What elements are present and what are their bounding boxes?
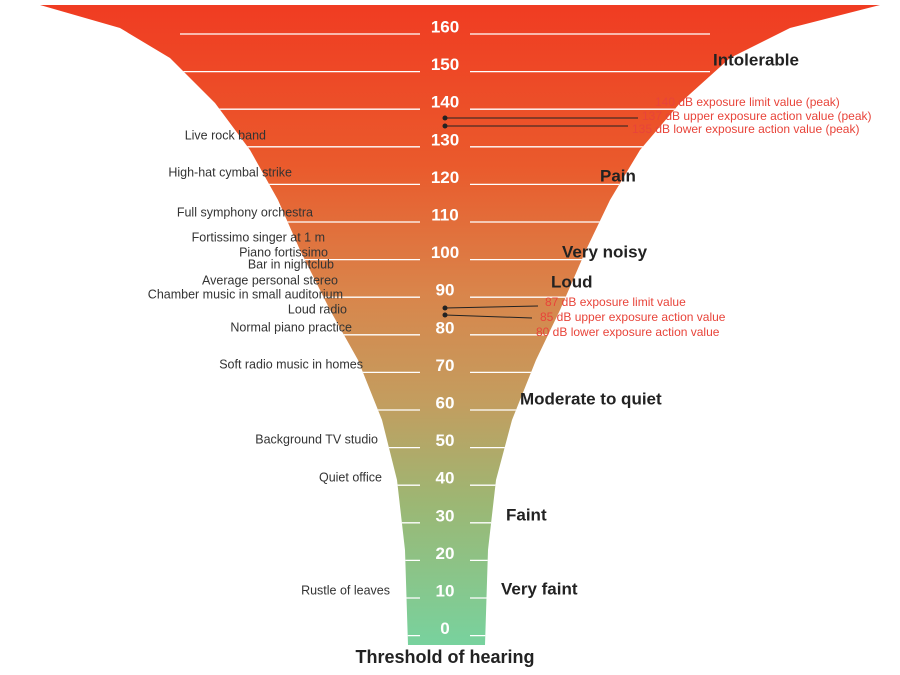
level-label: 80 bbox=[436, 318, 455, 337]
exposure-note: 140 dB exposure limit value (peak) bbox=[655, 95, 840, 109]
threshold-label: Threshold of hearing bbox=[355, 647, 534, 667]
source-label: Average personal stereo bbox=[202, 273, 338, 287]
level-label: 130 bbox=[431, 130, 459, 149]
source-label: Live rock band bbox=[185, 128, 266, 142]
level-label: 100 bbox=[431, 243, 459, 262]
source-label: Bar in nightclub bbox=[248, 257, 334, 271]
zone-label: Pain bbox=[600, 166, 636, 185]
source-label: Fortissimo singer at 1 m bbox=[192, 230, 325, 244]
level-label: 70 bbox=[436, 356, 455, 375]
level-label: 30 bbox=[436, 506, 455, 525]
leader-dot bbox=[442, 312, 448, 318]
exposure-note: 137 dB upper exposure action value (peak… bbox=[642, 109, 871, 123]
source-label: High-hat cymbal strike bbox=[168, 165, 292, 179]
zone-label: Faint bbox=[506, 505, 547, 524]
source-label: Normal piano practice bbox=[230, 320, 352, 334]
level-label: 50 bbox=[436, 431, 455, 450]
level-label: 120 bbox=[431, 168, 459, 187]
exposure-note: 87 dB exposure limit value bbox=[545, 295, 686, 309]
level-label: 150 bbox=[431, 55, 459, 74]
leader-dot bbox=[442, 123, 448, 129]
level-label: 0 bbox=[440, 619, 449, 638]
source-label: Soft radio music in homes bbox=[219, 357, 363, 371]
leader-line bbox=[444, 314, 533, 319]
zone-label: Loud bbox=[551, 272, 593, 291]
level-label: 40 bbox=[436, 469, 455, 488]
level-label: 160 bbox=[431, 17, 459, 36]
leader-dot bbox=[442, 115, 448, 121]
level-label: 90 bbox=[436, 281, 455, 300]
zone-label: Intolerable bbox=[713, 50, 799, 69]
exposure-note: 80 dB lower exposure action value bbox=[536, 325, 720, 339]
source-label: Quiet office bbox=[319, 470, 382, 484]
source-label: Loud radio bbox=[288, 302, 347, 316]
source-label: Background TV studio bbox=[255, 432, 378, 446]
exposure-note: 135 dB lower exposure action value (peak… bbox=[632, 122, 859, 136]
exposure-note: 85 dB upper exposure action value bbox=[540, 310, 726, 324]
level-label: 110 bbox=[431, 205, 458, 224]
zone-label: Very noisy bbox=[562, 242, 648, 261]
level-label: 10 bbox=[436, 581, 455, 600]
source-label: Full symphony orchestra bbox=[177, 205, 313, 219]
source-label: Rustle of leaves bbox=[301, 583, 390, 597]
source-label: Piano fortissimo bbox=[239, 245, 328, 259]
leader-dot bbox=[442, 305, 448, 311]
funnel bbox=[40, 5, 880, 645]
leader-line bbox=[444, 305, 539, 309]
zone-label: Very faint bbox=[501, 579, 578, 598]
level-label: 140 bbox=[431, 93, 459, 112]
level-label: 60 bbox=[436, 393, 455, 412]
level-label: 20 bbox=[436, 544, 455, 563]
zone-label: Moderate to quiet bbox=[520, 389, 662, 408]
source-label: Chamber music in small auditorium bbox=[148, 287, 343, 301]
